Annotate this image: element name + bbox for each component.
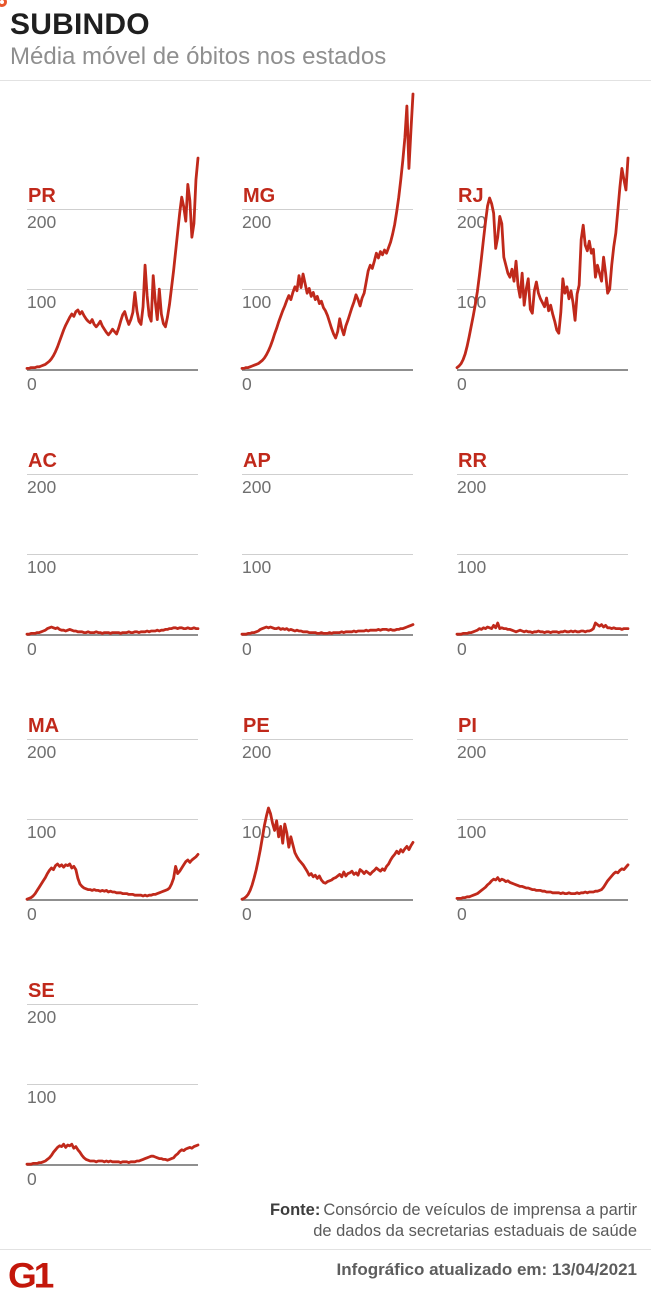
page-subtitle: Média móvel de óbitos nos estados [10,43,387,70]
gridline-200 [242,209,413,210]
state-label: PI [458,715,477,737]
gridline-200 [27,739,198,740]
state-chart: AP 200 100 0 [240,450,415,662]
state-chart: AC 200 100 0 [25,450,200,662]
state-label: MG [243,185,276,207]
state-label: PE [243,715,270,737]
gridline-100 [457,289,628,290]
tick-100: 100 [242,292,272,312]
tick-100: 100 [242,822,272,842]
state-label: MA [28,715,60,737]
tick-0: 0 [27,374,37,394]
tick-200: 200 [27,1007,57,1027]
axis-zero-line [457,634,628,636]
tick-200: 200 [27,742,57,762]
gridline-200 [27,209,198,210]
axis-zero-line [242,634,413,636]
state-chart: MA 200 100 0 [25,715,200,927]
state-label: AP [243,450,271,472]
footer-divider [0,1249,651,1250]
tick-100: 100 [457,292,487,312]
tick-0: 0 [457,639,467,659]
tick-100: 100 [27,292,57,312]
source-text-line2: de dados da secretarias estaduais de saú… [313,1222,637,1240]
state-label: RJ [458,185,484,207]
tick-0: 0 [27,639,37,659]
axis-zero-line [27,1164,198,1166]
tick-100: 100 [457,557,487,577]
gridline-100 [27,819,198,820]
state-label: AC [28,450,57,472]
gridline-100 [457,819,628,820]
gridline-200 [242,474,413,475]
tick-100: 100 [242,557,272,577]
source-note: Fonte: Consórcio de veículos de imprensa … [0,1200,651,1242]
state-chart: PI 200 100 0 [455,715,630,927]
gridline-100 [27,289,198,290]
source-label: Fonte: [269,1201,321,1219]
tick-200: 200 [27,212,57,232]
tick-0: 0 [457,374,467,394]
axis-zero-line [27,634,198,636]
tick-200: 200 [27,477,57,497]
axis-zero-line [27,899,198,901]
page-title: SUBINDO [10,8,150,41]
gridline-200 [242,739,413,740]
axis-zero-line [457,899,628,901]
series-path [455,863,630,900]
gridline-100 [242,289,413,290]
axis-zero-line [242,369,413,371]
tick-0: 0 [242,374,252,394]
axis-zero-line [457,369,628,371]
gridline-100 [457,554,628,555]
series-path [25,1142,200,1166]
gridline-100 [242,554,413,555]
tick-200: 200 [457,212,487,232]
tick-0: 0 [27,904,37,924]
tick-0: 0 [457,904,467,924]
tick-200: 200 [242,477,272,497]
state-label: PR [28,185,56,207]
tick-100: 100 [457,822,487,842]
tick-100: 100 [27,557,57,577]
state-chart: RR 200 100 0 [455,450,630,662]
tick-200: 200 [242,212,272,232]
updated-date: Infográfico atualizado em: 13/04/2021 [336,1260,637,1279]
state-label: RR [458,450,487,472]
state-chart: RJ 200 100 0 [455,156,630,397]
g1-logo: G1 [8,1255,54,1296]
state-chart: MG 200 100 0 [240,92,415,397]
gridline-100 [27,554,198,555]
header: SUBINDO Média móvel de óbitos nos estado… [0,0,651,81]
tick-0: 0 [242,639,252,659]
series-path [240,623,415,636]
axis-zero-line [27,369,198,371]
axis-zero-line [242,899,413,901]
gridline-200 [457,739,628,740]
gridline-200 [27,474,198,475]
series-path [25,853,200,901]
tick-100: 100 [27,822,57,842]
tick-200: 200 [457,742,487,762]
tick-0: 0 [242,904,252,924]
gridline-200 [457,209,628,210]
tick-100: 100 [27,1087,57,1107]
tick-200: 200 [457,477,487,497]
state-chart: PE 200 100 0 [240,715,415,927]
charts-grid: PR 200 100 0 MG 200 100 0 RJ 200 100 0 [25,92,651,1192]
source-text-line1: Consórcio de veículos de imprensa a part… [323,1201,637,1219]
state-label: SE [28,980,55,1002]
gridline-200 [457,474,628,475]
footer: Fonte: Consórcio de veículos de imprensa … [0,1200,651,1296]
gridline-100 [242,819,413,820]
tick-0: 0 [27,1169,37,1189]
state-chart: SE 200 100 0 [25,980,200,1192]
corner-mark [0,0,7,7]
state-chart: PR 200 100 0 [25,156,200,397]
gridline-200 [27,1004,198,1005]
footer-bar: G1 Infográfico atualizado em: 13/04/2021 [0,1250,651,1296]
gridline-100 [27,1084,198,1085]
series-path [455,621,630,636]
tick-200: 200 [242,742,272,762]
